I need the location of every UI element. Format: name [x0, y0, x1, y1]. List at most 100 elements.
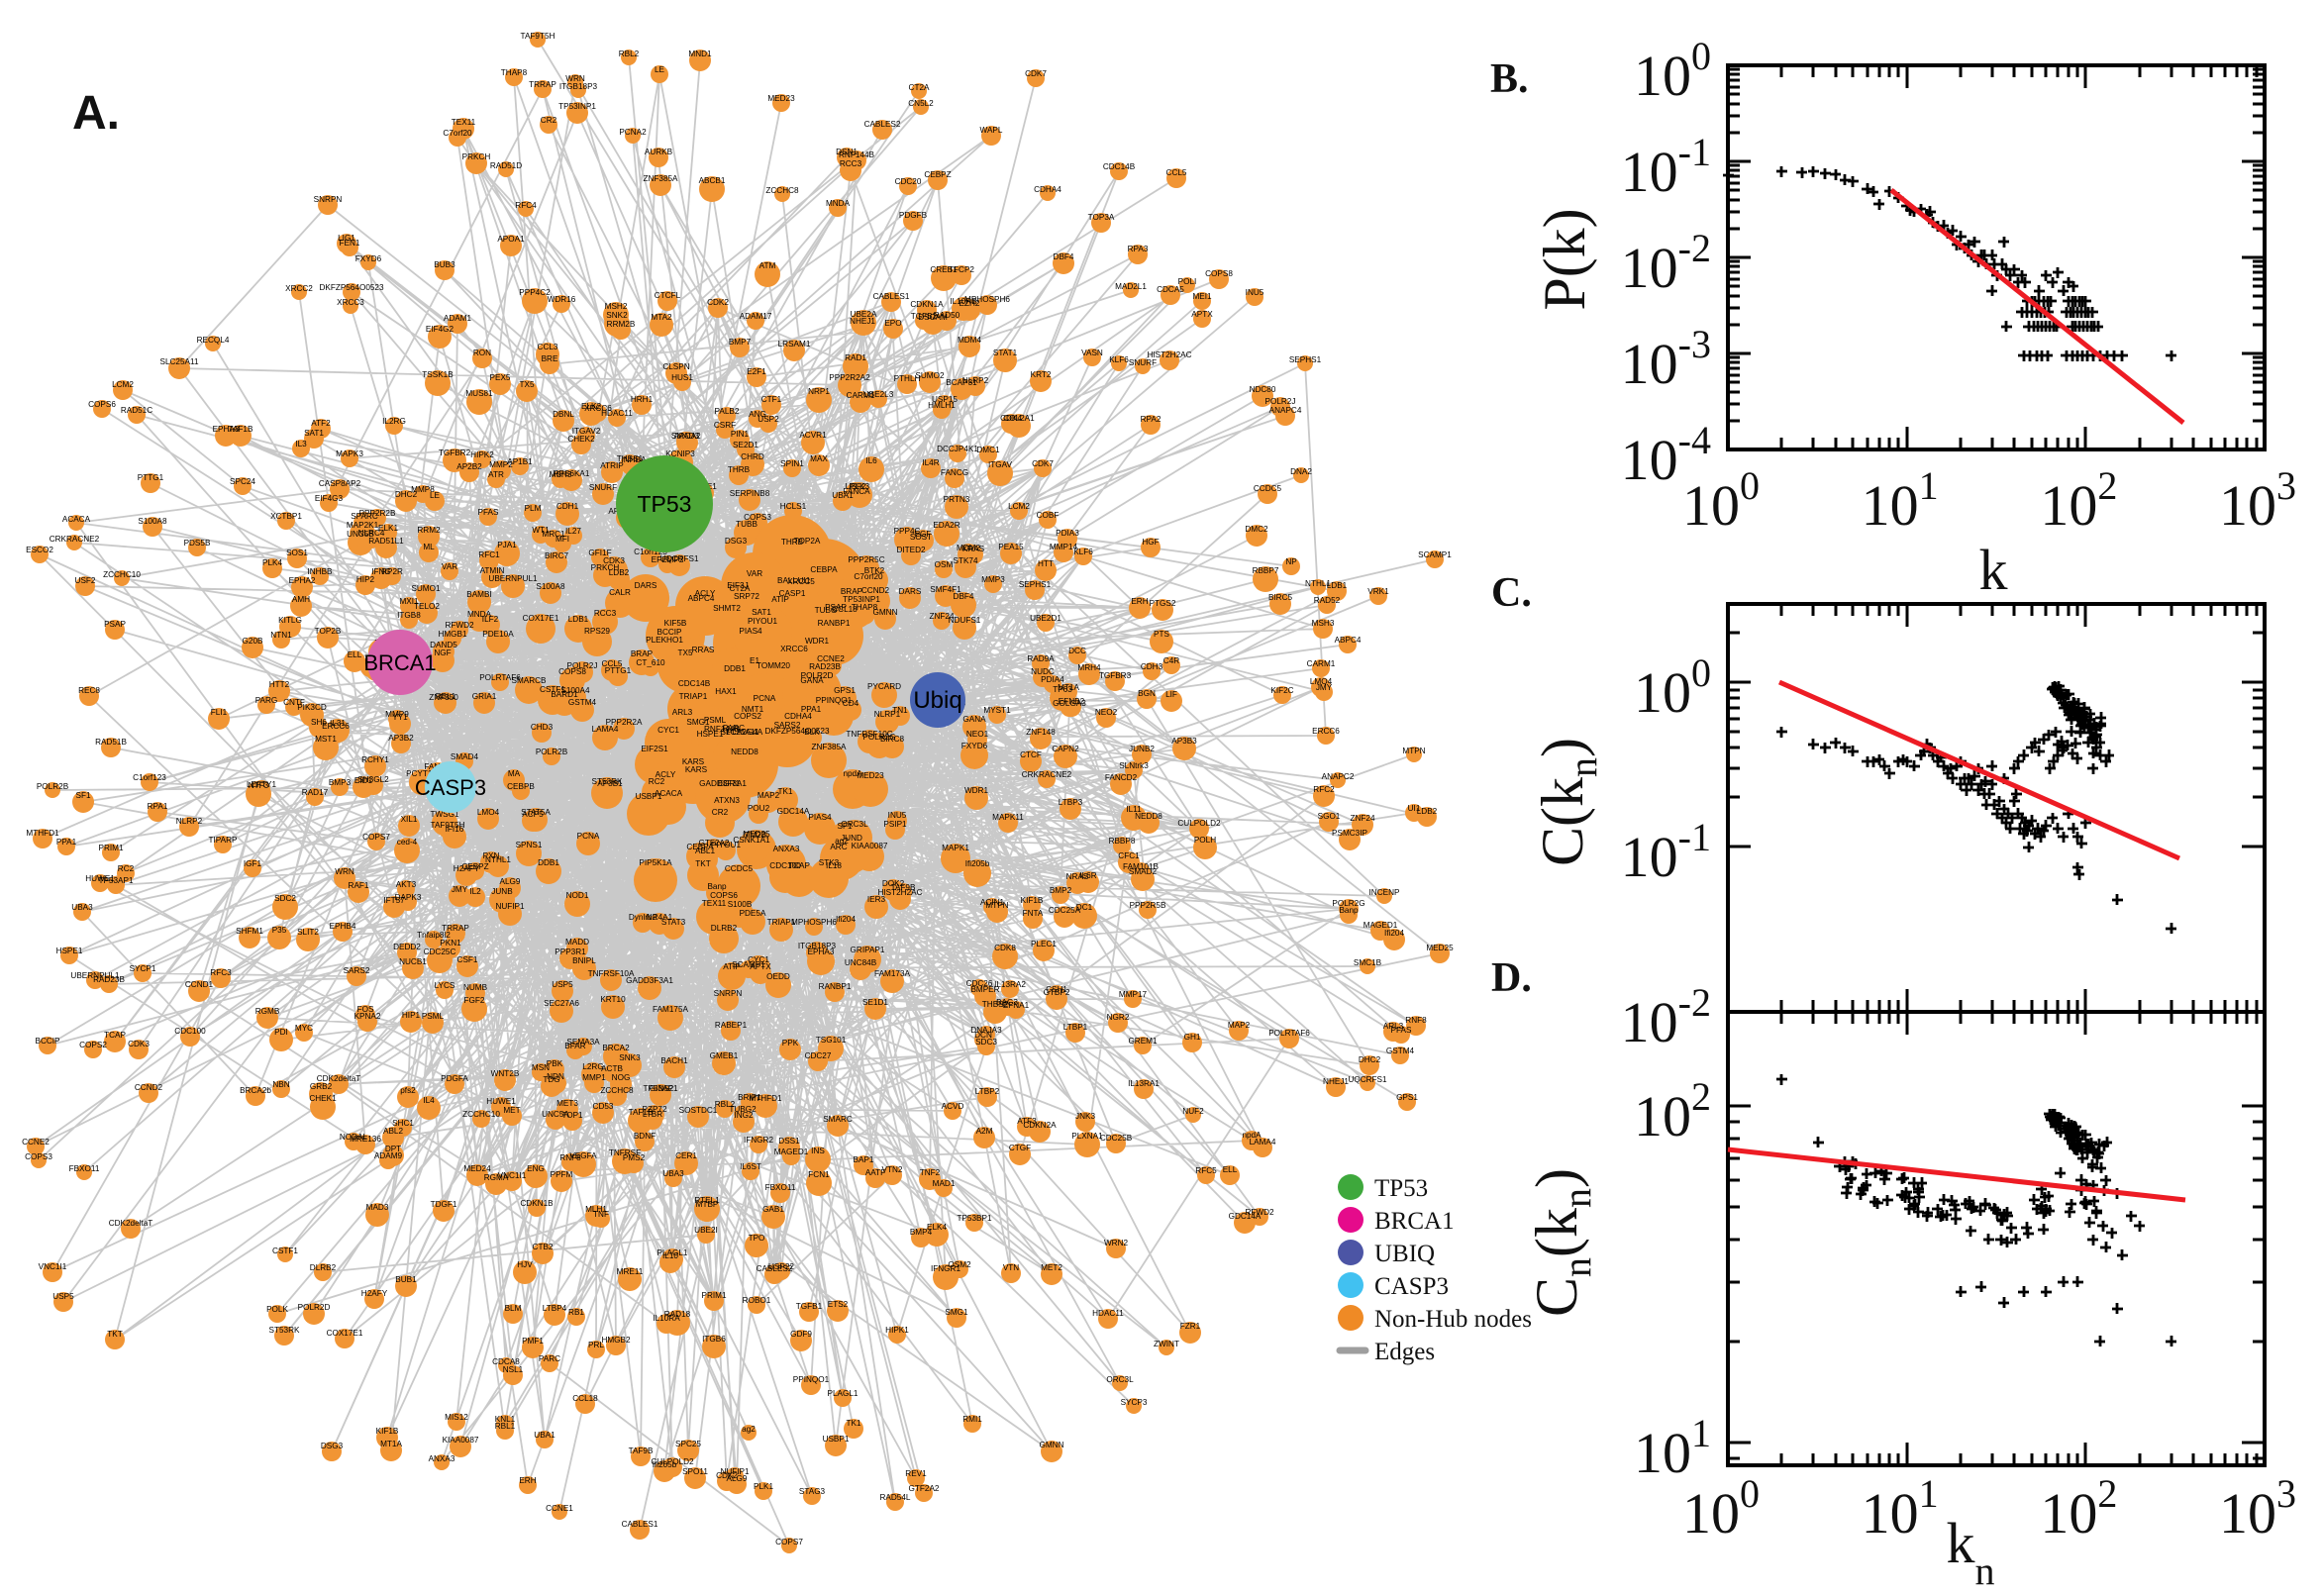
svg-text:LTBP2: LTBP2: [975, 1087, 1000, 1096]
svg-text:MAGED1: MAGED1: [1364, 921, 1398, 930]
svg-text:pfs2: pfs2: [400, 1086, 416, 1095]
svg-text:ANG: ANG: [749, 410, 766, 419]
svg-text:PIP5K1A: PIP5K1A: [639, 858, 672, 867]
svg-text:RNF8: RNF8: [559, 1153, 581, 1162]
svg-text:CABLES2: CABLES2: [757, 1264, 793, 1273]
svg-text:HIP1: HIP1: [402, 1011, 421, 1020]
svg-text:IGF1: IGF1: [244, 859, 262, 868]
svg-text:RECQL4: RECQL4: [197, 336, 230, 345]
svg-text:FNTA: FNTA: [1023, 909, 1044, 918]
svg-text:WNT2B: WNT2B: [491, 1069, 520, 1078]
svg-text:GTBP2: GTBP2: [1044, 988, 1070, 997]
svg-text:ORC3L: ORC3L: [1106, 1375, 1134, 1384]
svg-text:CCL3: CCL3: [538, 343, 558, 351]
svg-text:SCAMP1: SCAMP1: [732, 960, 765, 969]
svg-text:APOA2: APOA2: [673, 432, 701, 441]
svg-text:PIAS4: PIAS4: [808, 813, 832, 822]
svg-text:IL6R: IL6R: [1079, 871, 1096, 880]
svg-text:DBNL: DBNL: [553, 410, 574, 419]
svg-text:NDC80: NDC80: [1250, 385, 1276, 394]
svg-text:CCND1: CCND1: [185, 980, 214, 989]
svg-text:FCN1: FCN1: [808, 1170, 830, 1179]
svg-text:IL27: IL27: [565, 527, 581, 536]
svg-text:FXYD6: FXYD6: [961, 742, 988, 750]
svg-text:RFC3: RFC3: [210, 968, 232, 977]
svg-text:PRL: PRL: [588, 1341, 604, 1349]
svg-text:INU5: INU5: [1246, 288, 1264, 297]
svg-text:CCNE1: CCNE1: [546, 1504, 573, 1513]
svg-text:WDR1: WDR1: [964, 786, 989, 795]
svg-text:PTS: PTS: [1154, 630, 1169, 639]
svg-text:ACTB: ACTB: [601, 1064, 623, 1073]
svg-text:TPO: TPO: [749, 1234, 765, 1243]
svg-text:ATF2: ATF2: [311, 419, 331, 428]
svg-text:MTPN: MTPN: [985, 901, 1008, 910]
svg-text:NUFIP1: NUFIP1: [720, 1467, 750, 1476]
svg-text:BDNF: BDNF: [634, 1132, 656, 1141]
svg-text:PPP4C: PPP4C: [894, 527, 921, 536]
svg-text:SPO11: SPO11: [682, 1467, 708, 1476]
svg-text:DSN1: DSN1: [836, 148, 858, 156]
svg-text:FAM173A: FAM173A: [874, 969, 910, 978]
svg-text:BMP7: BMP7: [729, 338, 752, 347]
svg-text:RCC3: RCC3: [840, 159, 862, 168]
svg-text:HUS1: HUS1: [671, 373, 693, 382]
svg-text:C.: C.: [1491, 570, 1532, 616]
svg-text:DHC2: DHC2: [1359, 1055, 1381, 1064]
svg-text:BCAP31: BCAP31: [946, 378, 977, 387]
svg-text:LDB1: LDB1: [1327, 581, 1348, 590]
svg-text:DSG3: DSG3: [321, 1442, 344, 1450]
svg-text:G20B: G20B: [243, 637, 263, 646]
svg-text:PLM: PLM: [525, 504, 542, 513]
svg-text:BALL: BALL: [777, 576, 797, 585]
svg-text:TK1: TK1: [777, 787, 792, 796]
svg-text:CSNK1A1: CSNK1A1: [733, 836, 770, 845]
svg-text:PPINQO1: PPINQO1: [793, 1375, 830, 1384]
svg-text:ESCO2: ESCO2: [26, 546, 53, 554]
svg-text:NP: NP: [1285, 557, 1297, 566]
svg-text:BMPER: BMPER: [970, 985, 999, 994]
svg-text:ABCB1: ABCB1: [699, 176, 726, 185]
svg-text:GSTM4: GSTM4: [568, 698, 597, 707]
svg-text:LTBP1: LTBP1: [1063, 1023, 1088, 1032]
svg-text:PLK4: PLK4: [262, 558, 282, 567]
svg-text:PPP4C2: PPP4C2: [519, 288, 551, 297]
svg-text:PCNA2: PCNA2: [619, 128, 647, 137]
svg-text:COPS8: COPS8: [1205, 269, 1233, 278]
svg-text:UBERNPUL1: UBERNPUL1: [70, 971, 120, 980]
svg-text:Ifi204: Ifi204: [836, 915, 856, 924]
svg-text:CULPOLD2: CULPOLD2: [1177, 819, 1221, 828]
svg-text:RBL1: RBL1: [436, 692, 456, 701]
svg-text:P(k): P(k): [1532, 208, 1597, 310]
svg-text:ZCCHC10: ZCCHC10: [103, 570, 141, 579]
svg-text:LYCS: LYCS: [435, 981, 455, 990]
svg-text:TEX11: TEX11: [702, 899, 727, 908]
svg-text:EGF: EGF: [915, 530, 932, 539]
svg-text:DARS: DARS: [899, 587, 922, 596]
svg-text:BMP2: BMP2: [1050, 886, 1072, 895]
svg-text:Ifi205b: Ifi205b: [965, 859, 990, 868]
svg-text:GDF9: GDF9: [790, 1330, 812, 1339]
svg-text:UNC5A: UNC5A: [542, 1110, 569, 1119]
svg-text:CR2: CR2: [541, 116, 557, 125]
svg-text:LDB2: LDB2: [1417, 807, 1438, 816]
svg-text:CDC14B: CDC14B: [1103, 162, 1136, 171]
svg-text:ITM2B: ITM2B: [743, 831, 767, 840]
svg-text:PDGFB: PDGFB: [899, 211, 928, 220]
svg-text:KRAS: KRAS: [962, 545, 985, 553]
svg-text:BIRC7: BIRC7: [545, 551, 569, 560]
svg-text:MAGED1: MAGED1: [774, 1147, 809, 1156]
svg-text:SMARC: SMARC: [823, 1115, 853, 1124]
svg-text:DARS: DARS: [635, 581, 657, 590]
svg-text:ACACA: ACACA: [655, 789, 683, 798]
svg-text:RPA2: RPA2: [1141, 415, 1162, 424]
svg-text:MXI1: MXI1: [399, 597, 419, 606]
svg-text:CARM1: CARM1: [1307, 659, 1336, 668]
svg-text:BIRC8: BIRC8: [880, 735, 905, 744]
svg-text:ML: ML: [423, 543, 435, 551]
svg-text:GRIPAP1: GRIPAP1: [851, 946, 885, 954]
svg-text:USP2: USP2: [758, 415, 779, 424]
svg-text:GMNN: GMNN: [1039, 1441, 1063, 1449]
svg-text:IL10: IL10: [662, 1251, 678, 1260]
svg-text:ZCCHC8: ZCCHC8: [600, 1086, 634, 1095]
